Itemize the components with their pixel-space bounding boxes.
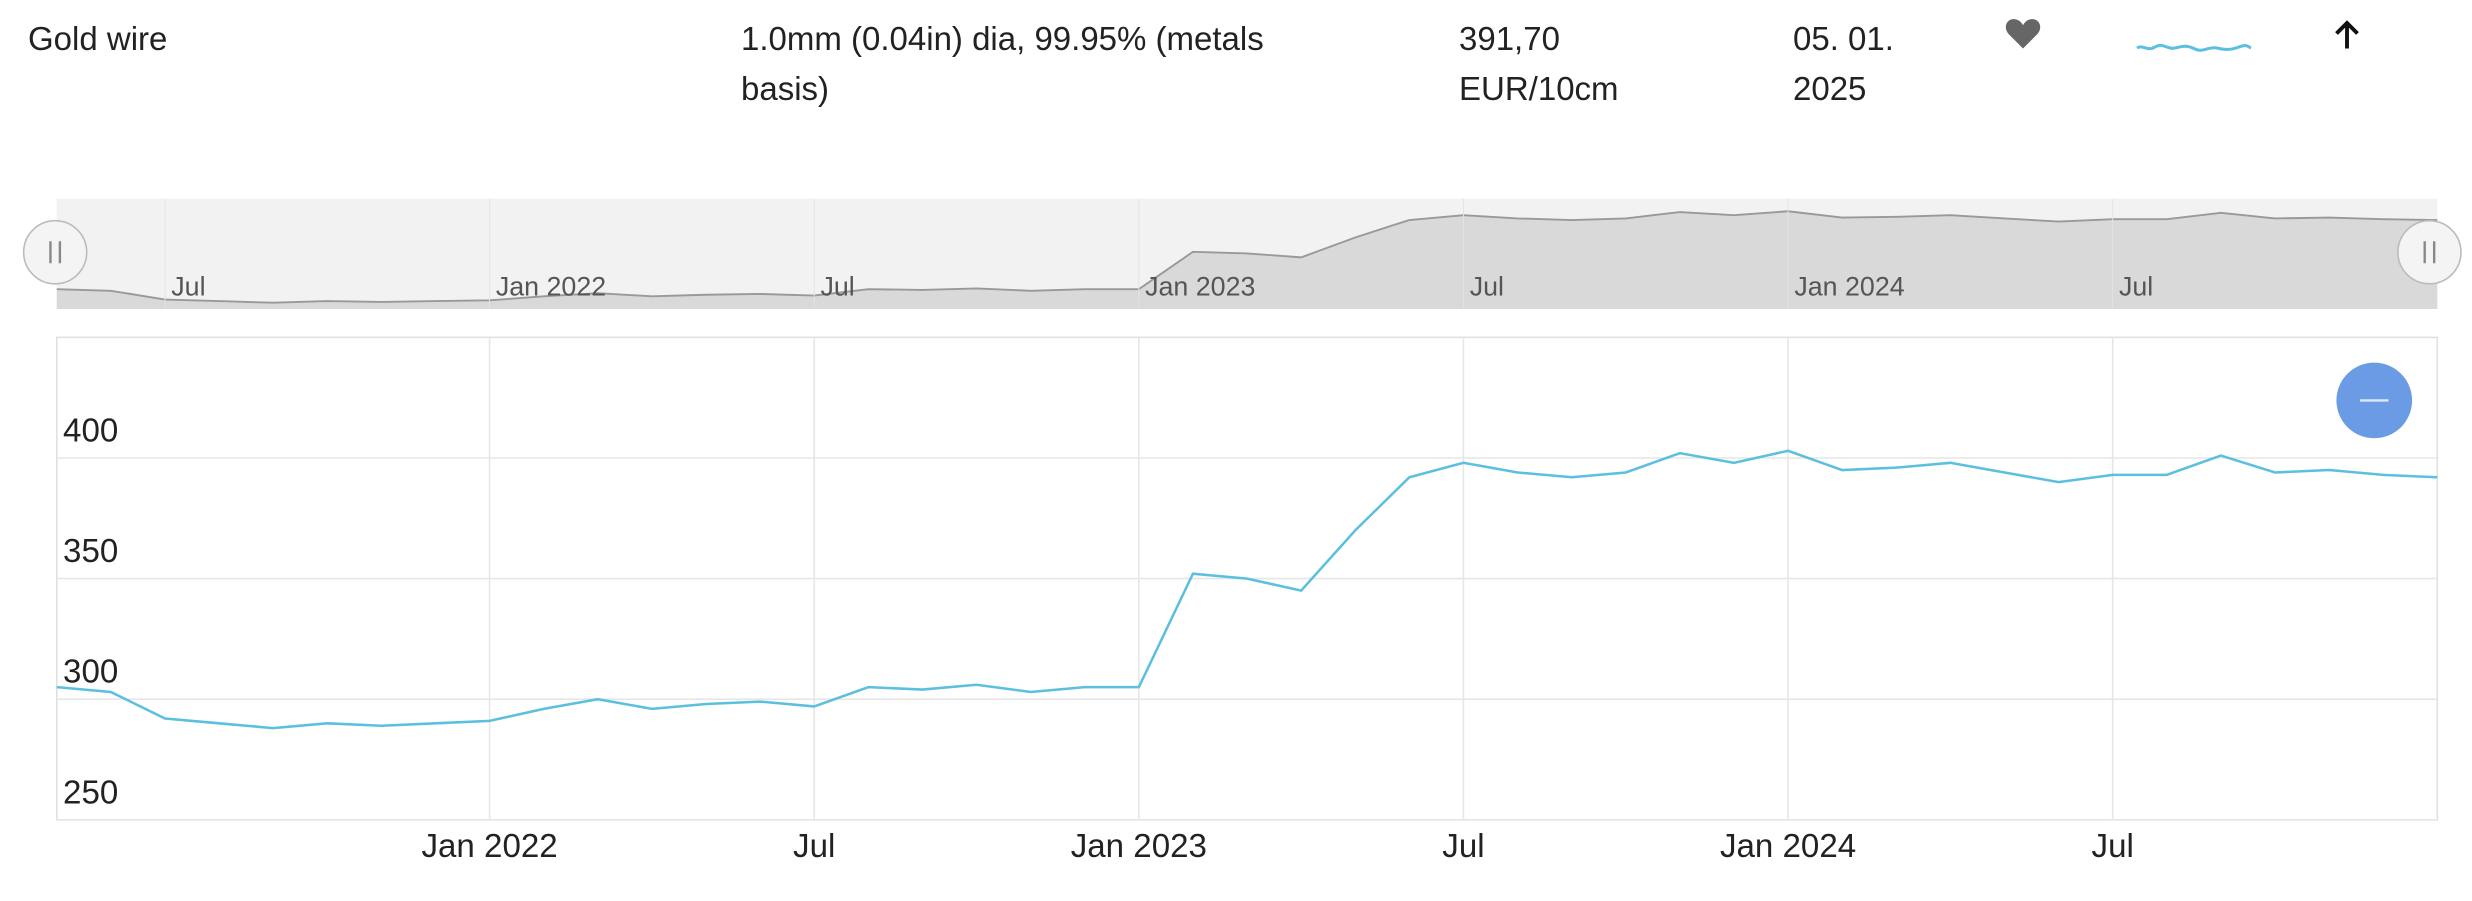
y-tick-label: 250 — [63, 774, 118, 811]
navigator-tick-label: Jan 2022 — [496, 272, 606, 302]
navigator-tick-label: Jul — [821, 272, 855, 302]
x-tick-label: Jul — [793, 828, 835, 865]
y-tick-label: 400 — [63, 413, 118, 450]
y-tick-label: 350 — [63, 533, 118, 570]
handle-grip — [2423, 241, 2436, 264]
favorite-icon[interactable] — [2004, 16, 2042, 50]
navigator[interactable]: Jul Jan 2022 Jul Jan 2023 Jul Jan 2024 Jul — [56, 198, 2438, 310]
x-tick-label: Jul — [1442, 828, 1484, 865]
handle-grip — [49, 241, 62, 264]
navigator-tick-label: Jul — [2119, 272, 2153, 302]
navigator-line — [56, 210, 2438, 304]
product-description: 1.0mm (0.04in) dia, 99.95% (metals basis… — [741, 20, 1264, 107]
navigator-tick-label: Jul — [1470, 272, 1504, 302]
x-tick-label: Jan 2022 — [421, 828, 557, 865]
plot: 250 300 350 400 Jan 2022 Jul Jan 2023 Jul Jan 20… — [56, 337, 2438, 865]
navigator-area — [56, 211, 2438, 310]
sparkline-line — [2136, 43, 2252, 52]
navigator-handle-right[interactable] — [2397, 219, 2462, 285]
navigator-tick-label: Jan 2023 — [1145, 272, 1255, 302]
arrow — [2335, 20, 2359, 49]
x-tick-label: Jul — [2092, 828, 2134, 865]
x-tick-label: Jan 2023 — [1071, 828, 1207, 865]
price: 391,70 EUR/10cm — [1459, 20, 1619, 107]
sort-arrow-icon[interactable] — [2332, 18, 2362, 52]
product-name: Gold wire — [28, 20, 168, 57]
navigator-tick-label: Jan 2024 — [1794, 272, 1904, 302]
sparkline — [2136, 43, 2252, 52]
x-tick-label: Jan 2024 — [1720, 828, 1856, 865]
heart — [2005, 19, 2041, 49]
date: 05. 01. 2025 — [1793, 20, 1894, 107]
navigator-handle-left[interactable] — [22, 219, 88, 285]
y-tick-label: 300 — [63, 654, 118, 691]
navigator-tick-label: Jul — [171, 272, 205, 302]
price-line — [56, 449, 2438, 730]
